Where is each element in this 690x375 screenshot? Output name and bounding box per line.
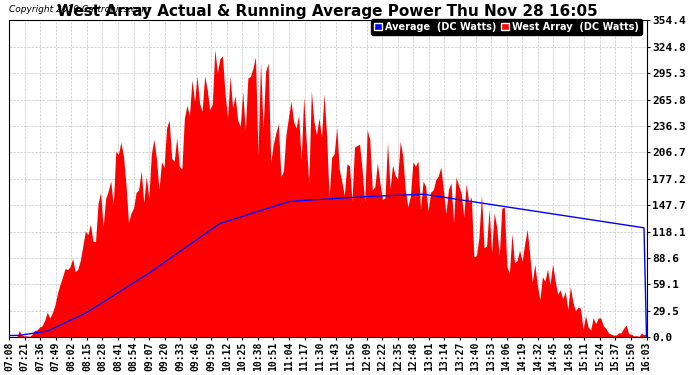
Text: Copyright 2019 Cartronics.com: Copyright 2019 Cartronics.com [9, 5, 150, 14]
Title: West Array Actual & Running Average Power Thu Nov 28 16:05: West Array Actual & Running Average Powe… [57, 4, 598, 19]
Legend: Average  (DC Watts), West Array  (DC Watts): Average (DC Watts), West Array (DC Watts… [371, 19, 642, 35]
